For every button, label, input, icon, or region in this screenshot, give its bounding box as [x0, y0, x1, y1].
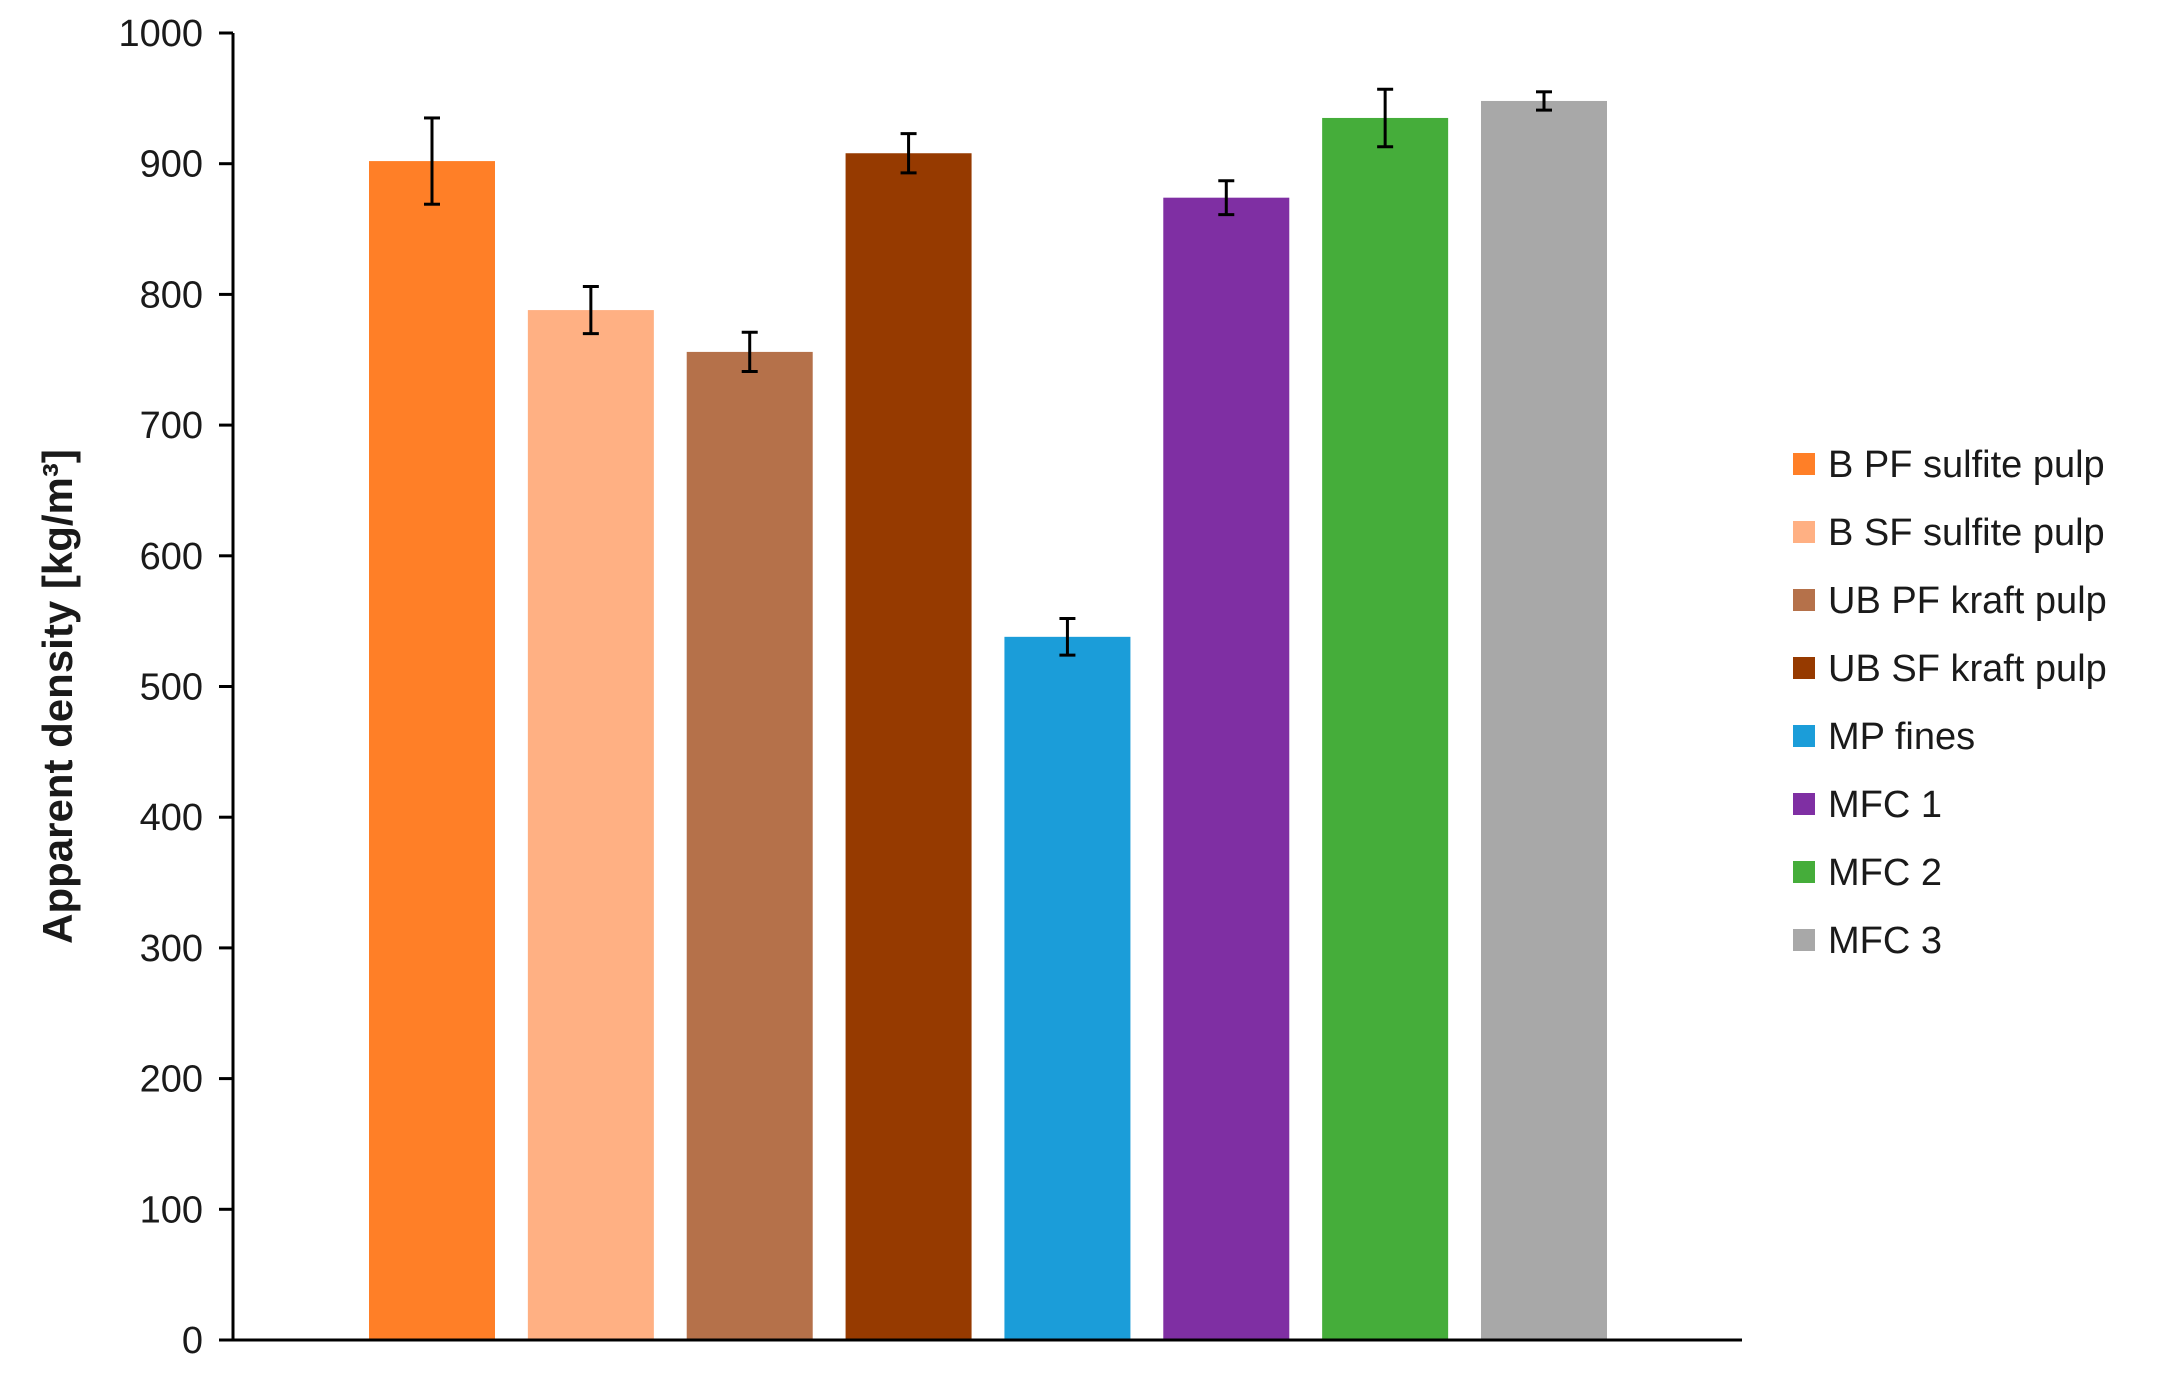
- legend-label: MFC 1: [1828, 784, 1942, 826]
- legend-swatch: [1793, 929, 1815, 951]
- bars-layer: [369, 100, 1607, 1341]
- legend-label: MFC 2: [1828, 852, 1942, 894]
- y-tick-label: 600: [140, 536, 203, 578]
- bar: [686, 351, 813, 1341]
- legend-swatch: [1793, 521, 1815, 543]
- y-tick-label: 400: [140, 797, 203, 839]
- y-tick-label: 800: [140, 274, 203, 316]
- y-axis-title: Apparent density [kg/m³]: [34, 449, 81, 944]
- legend-swatch: [1793, 725, 1815, 747]
- legend-swatch: [1793, 861, 1815, 883]
- legend-swatch: [1793, 453, 1815, 475]
- y-tick-label: 500: [140, 667, 203, 709]
- bar: [1322, 117, 1449, 1341]
- legend-swatch: [1793, 793, 1815, 815]
- y-tick-label: 200: [140, 1059, 203, 1101]
- bar: [845, 153, 972, 1340]
- bar: [1481, 100, 1607, 1341]
- axes: 0 100 200 300 400 500 600 700 800 900 1000: [118, 13, 1742, 1362]
- y-tick-label: 1000: [118, 13, 203, 55]
- legend-label: B SF sulfite pulp: [1828, 512, 2105, 554]
- legend-swatch: [1793, 657, 1815, 679]
- bar: [369, 161, 495, 1341]
- y-ticks: 0 100 200 300 400 500 600 700 800 900 1000: [118, 13, 233, 1362]
- error-bars-layer: [424, 87, 1552, 657]
- legend-label: MP fines: [1828, 716, 1975, 758]
- legend-swatch: [1793, 589, 1815, 611]
- y-tick-label: 300: [140, 928, 203, 970]
- bar: [527, 310, 654, 1341]
- bar: [1004, 636, 1131, 1340]
- y-tick-label: 100: [140, 1189, 203, 1231]
- legend-label: B PF sulfite pulp: [1828, 444, 2105, 486]
- y-tick-label: 0: [182, 1320, 203, 1362]
- y-tick-label: 900: [140, 144, 203, 186]
- legend: B PF sulfite pulp B SF sulfite pulp UB PF …: [1793, 444, 2107, 962]
- legend-label: UB SF kraft pulp: [1828, 648, 2107, 690]
- legend-label: MFC 3: [1828, 920, 1942, 962]
- legend-label: UB PF kraft pulp: [1828, 580, 2107, 622]
- bar: [1163, 197, 1290, 1340]
- y-tick-label: 700: [140, 405, 203, 447]
